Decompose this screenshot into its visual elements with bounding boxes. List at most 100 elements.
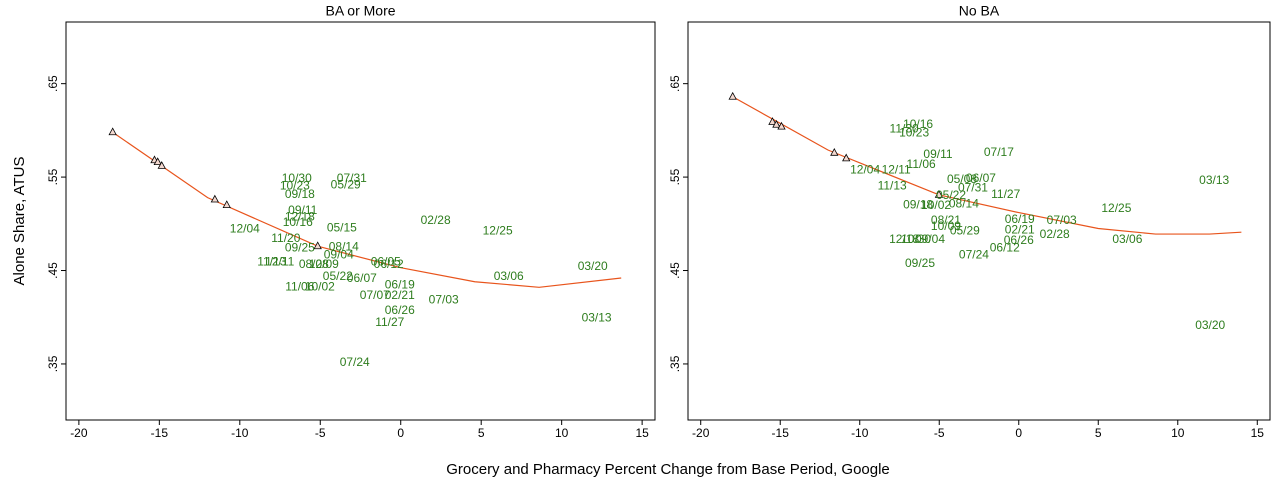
point-label: 09/11 — [923, 147, 952, 161]
triangle-marker — [934, 189, 944, 198]
point-label: 11/20 — [271, 231, 300, 245]
point-label: 06/26 — [1004, 233, 1034, 247]
x-axis-label: Grocery and Pharmacy Percent Change from… — [446, 461, 890, 478]
triangle-marker — [830, 147, 839, 156]
x-tick-label: 15 — [1251, 426, 1265, 440]
point-label: 12/04 — [230, 222, 260, 236]
point-label: 06/19 — [1005, 212, 1035, 226]
triangle-marker — [777, 121, 786, 130]
point-label: 03/20 — [578, 259, 608, 273]
fit-line — [112, 131, 622, 288]
triangle-marker — [772, 119, 781, 128]
point-label: 08/14 — [949, 196, 979, 210]
point-label: 06/05 — [371, 254, 401, 268]
y-tick-label: .45 — [46, 262, 60, 279]
point-label: 08/14 — [329, 239, 359, 253]
point-label: 07/03 — [429, 293, 459, 307]
point-label: 03/20 — [1195, 318, 1225, 332]
x-tick-label: 10 — [1171, 426, 1185, 440]
point-label: 02/21 — [1005, 223, 1035, 237]
point-label: 07/17 — [984, 145, 1014, 159]
x-tick-label: 5 — [478, 426, 485, 440]
point-label: 02/28 — [421, 213, 451, 227]
point-label: 09/04 — [324, 248, 354, 262]
point-label: 11/27 — [375, 315, 404, 329]
point-label: 12/18 — [285, 209, 315, 223]
point-label: 05/22 — [323, 269, 353, 283]
point-label: 11/27 — [991, 187, 1020, 201]
point-label: 12/25 — [1101, 201, 1131, 215]
point-label: 12/25 — [483, 223, 513, 237]
x-tick-label: 5 — [1095, 426, 1102, 440]
point-label: 06/19 — [385, 278, 415, 292]
point-label: 07/24 — [959, 248, 989, 262]
point-label: 03/06 — [494, 269, 524, 283]
point-label: 12/18 — [889, 232, 919, 246]
x-tick-label: -15 — [772, 426, 790, 440]
point-label: 08/21 — [931, 213, 961, 227]
plot-area — [65, 21, 656, 421]
y-tick-label: .65 — [668, 75, 682, 92]
point-label: 11/13 — [257, 254, 286, 268]
x-tick-label: -15 — [151, 426, 169, 440]
x-tick-label: 15 — [635, 426, 649, 440]
point-label: 05/15 — [327, 221, 357, 235]
panel-title: BA or More — [325, 3, 395, 19]
point-label: 11/13 — [878, 179, 907, 193]
point-label: 09/11 — [288, 203, 317, 217]
point-label: 06/07 — [347, 271, 377, 285]
point-label: 10/16 — [283, 215, 313, 229]
point-label: 11/06 — [285, 280, 314, 294]
point-label: 10/30 — [901, 232, 931, 246]
point-label: 07/03 — [1047, 213, 1077, 227]
x-tick-label: -10 — [851, 426, 869, 440]
point-label: 05/29 — [950, 223, 980, 237]
point-label: 03/13 — [1199, 173, 1229, 187]
point-label: 06/26 — [385, 303, 415, 317]
x-tick-label: 0 — [397, 426, 404, 440]
point-label: 09/25 — [905, 256, 935, 270]
triangle-marker — [157, 161, 166, 169]
point-label: 06/07 — [966, 171, 996, 185]
y-axis-label: Alone Share, ATUS — [11, 157, 28, 286]
point-label: 11/30 — [890, 122, 919, 136]
y-tick-label: .55 — [668, 168, 682, 185]
point-label: 07/07 — [360, 288, 390, 302]
point-label: 12/11 — [882, 163, 911, 177]
point-label: 03/06 — [1112, 232, 1142, 246]
triangle-marker — [313, 241, 322, 250]
triangle-marker — [210, 194, 220, 203]
triangle-marker — [222, 200, 231, 209]
triangle-marker — [768, 117, 777, 125]
point-label: 05/08 — [947, 172, 977, 186]
point-label: 12/11 — [265, 254, 294, 268]
point-label: 02/21 — [385, 288, 415, 302]
point-label: 10/30 — [282, 171, 312, 185]
point-label: 11/06 — [907, 157, 936, 171]
triangle-marker — [728, 91, 737, 100]
point-label: 10/02 — [305, 280, 335, 294]
point-label: 09/18 — [285, 187, 315, 201]
point-label: 03/13 — [582, 310, 612, 324]
x-tick-label: -5 — [315, 426, 326, 440]
point-label: 09/04 — [915, 232, 945, 246]
point-label: 09/25 — [285, 240, 315, 254]
point-label: 05/29 — [331, 178, 361, 192]
point-label: 10/23 — [280, 179, 310, 193]
point-label: 10/23 — [899, 125, 929, 139]
point-label: 07/31 — [958, 180, 988, 194]
panel-title: No BA — [959, 3, 1000, 19]
x-tick-label: 0 — [1015, 426, 1022, 440]
triangle-marker — [153, 157, 162, 166]
point-label: 05/22 — [936, 188, 966, 202]
y-tick-label: .45 — [668, 262, 682, 279]
point-label: 07/24 — [340, 355, 370, 369]
y-tick-label: .55 — [46, 168, 60, 185]
y-tick-label: .35 — [46, 355, 60, 372]
point-label: 09/18 — [903, 197, 933, 211]
point-label: 12/04 — [850, 163, 880, 177]
x-tick-label: -20 — [692, 426, 710, 440]
triangle-marker — [842, 153, 851, 162]
point-label: 07/31 — [337, 171, 367, 185]
